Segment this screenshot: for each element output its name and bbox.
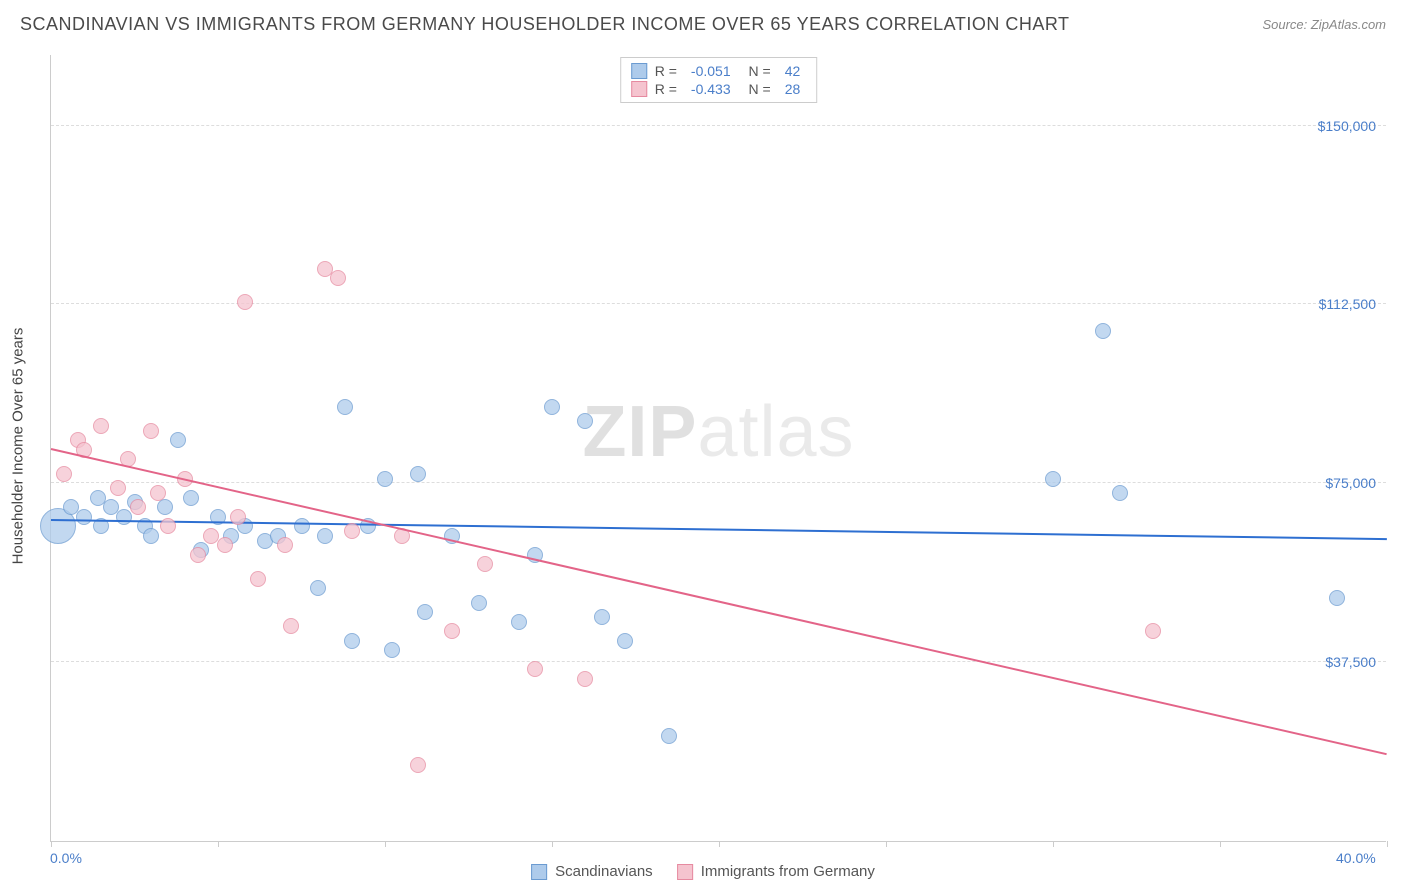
data-point bbox=[170, 432, 186, 448]
legend-series: Scandinavians Immigrants from Germany bbox=[531, 863, 875, 880]
x-tick bbox=[218, 841, 219, 847]
x-tick bbox=[51, 841, 52, 847]
data-point bbox=[150, 485, 166, 501]
source-label: Source: ZipAtlas.com bbox=[1262, 17, 1386, 32]
data-point bbox=[410, 757, 426, 773]
stat-n-value: 28 bbox=[785, 81, 801, 97]
legend-label: Immigrants from Germany bbox=[701, 863, 875, 880]
legend-label: Scandinavians bbox=[555, 863, 653, 880]
data-point bbox=[330, 270, 346, 286]
data-point bbox=[277, 537, 293, 553]
legend-item: Immigrants from Germany bbox=[677, 863, 875, 880]
legend-stats: R = -0.051 N = 42 R = -0.433 N = 28 bbox=[620, 57, 818, 103]
gridline bbox=[51, 125, 1386, 126]
x-tick bbox=[552, 841, 553, 847]
data-point bbox=[344, 633, 360, 649]
data-point bbox=[283, 618, 299, 634]
legend-swatch bbox=[677, 864, 693, 880]
stat-r-value: -0.433 bbox=[691, 81, 731, 97]
chart-plot-area: ZIPatlas R =-0.051 N =42R =-0.433 N =28 … bbox=[50, 55, 1386, 842]
x-tick bbox=[1387, 841, 1388, 847]
x-axis-max-label: 40.0% bbox=[1336, 850, 1376, 866]
data-point bbox=[76, 509, 92, 525]
data-point bbox=[444, 623, 460, 639]
chart-title: SCANDINAVIAN VS IMMIGRANTS FROM GERMANY … bbox=[20, 14, 1070, 35]
data-point bbox=[471, 595, 487, 611]
data-point bbox=[160, 518, 176, 534]
chart-header: SCANDINAVIAN VS IMMIGRANTS FROM GERMANY … bbox=[0, 0, 1406, 43]
x-tick bbox=[719, 841, 720, 847]
x-tick bbox=[1220, 841, 1221, 847]
data-point bbox=[294, 518, 310, 534]
data-point bbox=[217, 537, 233, 553]
data-point bbox=[577, 671, 593, 687]
data-point bbox=[1045, 471, 1061, 487]
stat-r-label: R = bbox=[655, 63, 677, 79]
legend-swatch bbox=[631, 63, 647, 79]
stat-n-label: N = bbox=[745, 81, 771, 97]
data-point bbox=[183, 490, 199, 506]
data-point bbox=[110, 480, 126, 496]
data-point bbox=[56, 466, 72, 482]
y-tick-label: $37,500 bbox=[1325, 654, 1376, 670]
legend-item: Scandinavians bbox=[531, 863, 653, 880]
data-point bbox=[617, 633, 633, 649]
data-point bbox=[384, 642, 400, 658]
data-point bbox=[661, 728, 677, 744]
x-axis-min-label: 0.0% bbox=[50, 850, 82, 866]
x-tick bbox=[886, 841, 887, 847]
y-axis-title: Householder Income Over 65 years bbox=[10, 328, 27, 565]
data-point bbox=[594, 609, 610, 625]
data-point bbox=[130, 499, 146, 515]
data-point bbox=[317, 528, 333, 544]
stat-n-label: N = bbox=[745, 63, 771, 79]
legend-stat-row: R = -0.051 N = 42 bbox=[631, 62, 807, 80]
stat-r-label: R = bbox=[655, 81, 677, 97]
y-tick-label: $75,000 bbox=[1325, 475, 1376, 491]
data-point bbox=[190, 547, 206, 563]
gridline bbox=[51, 482, 1386, 483]
legend-swatch bbox=[531, 864, 547, 880]
data-point bbox=[527, 661, 543, 677]
data-point bbox=[1145, 623, 1161, 639]
legend-swatch bbox=[631, 81, 647, 97]
x-tick bbox=[1053, 841, 1054, 847]
data-point bbox=[377, 471, 393, 487]
data-point bbox=[577, 413, 593, 429]
data-point bbox=[230, 509, 246, 525]
data-point bbox=[337, 399, 353, 415]
data-point bbox=[511, 614, 527, 630]
data-point bbox=[143, 528, 159, 544]
legend-stat-row: R = -0.433 N = 28 bbox=[631, 80, 807, 98]
data-point bbox=[1329, 590, 1345, 606]
x-tick bbox=[385, 841, 386, 847]
data-point bbox=[237, 294, 253, 310]
data-point bbox=[344, 523, 360, 539]
data-point bbox=[477, 556, 493, 572]
data-point bbox=[544, 399, 560, 415]
data-point bbox=[1112, 485, 1128, 501]
data-point bbox=[157, 499, 173, 515]
data-point bbox=[417, 604, 433, 620]
watermark: ZIPatlas bbox=[582, 391, 854, 473]
data-point bbox=[93, 418, 109, 434]
stat-n-value: 42 bbox=[785, 63, 801, 79]
gridline bbox=[51, 661, 1386, 662]
data-point bbox=[410, 466, 426, 482]
y-tick-label: $150,000 bbox=[1318, 118, 1376, 134]
data-point bbox=[143, 423, 159, 439]
data-point bbox=[310, 580, 326, 596]
stat-r-value: -0.051 bbox=[691, 63, 731, 79]
data-point bbox=[250, 571, 266, 587]
data-point bbox=[1095, 323, 1111, 339]
y-tick-label: $112,500 bbox=[1319, 296, 1376, 312]
trend-line bbox=[51, 448, 1387, 755]
